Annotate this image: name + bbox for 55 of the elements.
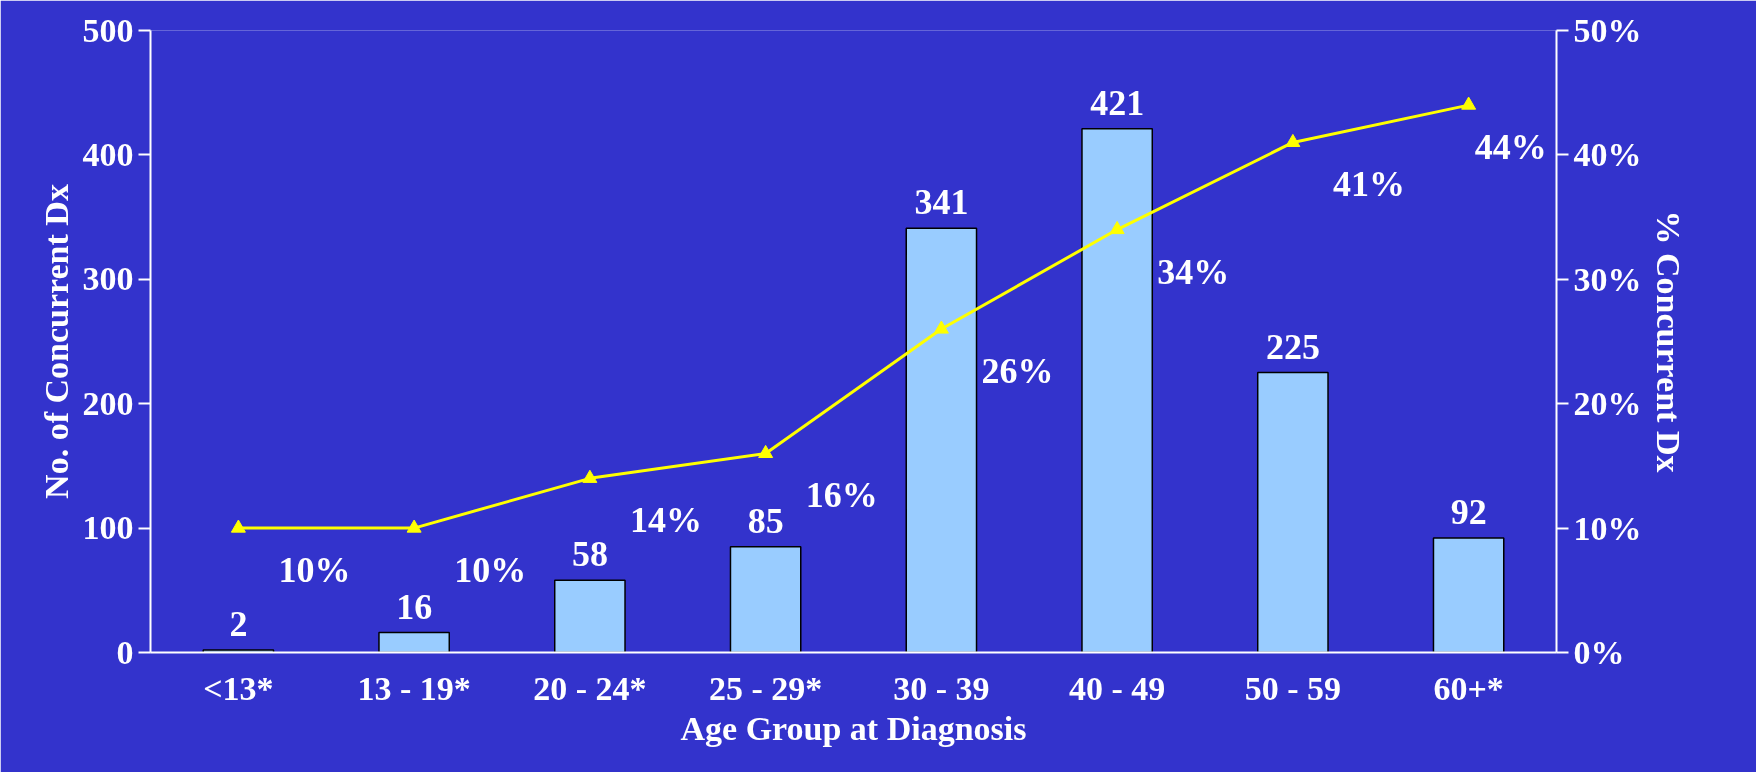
data-label: 225 (1265, 326, 1320, 367)
x-tick-label: 60+* (1433, 669, 1504, 707)
data-label: 58 (571, 534, 608, 575)
y2-tick-label: 0% (1573, 634, 1625, 671)
y2-tick-label: 10% (1573, 509, 1642, 547)
y-tick-label: 300 (82, 260, 134, 298)
x-tick-label: 13 - 19* (357, 669, 471, 707)
y2-tick-label: 20% (1573, 385, 1642, 423)
data-label: 41% (1332, 164, 1405, 205)
data-label: 10% (454, 550, 527, 591)
point (1109, 220, 1125, 235)
data-label: 26% (981, 351, 1054, 392)
bar (729, 546, 802, 653)
data-label: 421 (1090, 82, 1145, 123)
point (758, 444, 774, 458)
data-label: 85 (747, 500, 784, 541)
bar (378, 631, 451, 653)
bar (1081, 128, 1154, 653)
data-label: 92 (1450, 492, 1487, 533)
data-label: 341 (914, 182, 969, 223)
point (406, 519, 422, 533)
data-label: 16% (805, 475, 878, 516)
y-tick-label: 100 (82, 509, 134, 547)
x-axis-title: Age Group at Diagnosis (680, 709, 1027, 747)
data-label: 2 (229, 604, 248, 645)
x-tick-label: 40 - 49 (1068, 669, 1166, 707)
y2-tick-label: 40% (1573, 136, 1642, 174)
bar (553, 579, 626, 653)
y2-axis-title: % Concurrent Dx (1649, 210, 1687, 473)
point (230, 519, 246, 533)
y-axis-title: No. of Concurrent Dx (37, 184, 75, 499)
y-tick-label: 0 (116, 633, 134, 671)
point (1461, 96, 1477, 110)
y2-tick-label: 50% (1573, 12, 1642, 49)
point (582, 469, 598, 483)
y-tick-label: 200 (82, 384, 134, 422)
y-tick-label: 500 (82, 11, 134, 49)
x-tick-label: 25 - 29* (708, 669, 823, 707)
bar (1432, 537, 1505, 653)
point (933, 320, 949, 334)
data-label: 34% (1157, 251, 1230, 292)
x-tick-label: 30 - 39 (893, 669, 990, 707)
y-tick-label: 400 (82, 135, 134, 173)
data-label: 10% (278, 550, 351, 591)
data-label: 44% (1474, 127, 1547, 168)
y2-tick-label: 30% (1573, 260, 1642, 298)
point (1285, 133, 1301, 147)
data-label: 14% (629, 500, 702, 541)
x-tick-label: 20 - 24* (533, 669, 647, 707)
x-tick-label: 50 - 59 (1244, 669, 1342, 707)
data-label: 16 (396, 586, 433, 627)
bar (1256, 371, 1329, 653)
bar (202, 649, 275, 653)
bar (905, 227, 978, 653)
x-tick-label: <13* (203, 669, 274, 707)
